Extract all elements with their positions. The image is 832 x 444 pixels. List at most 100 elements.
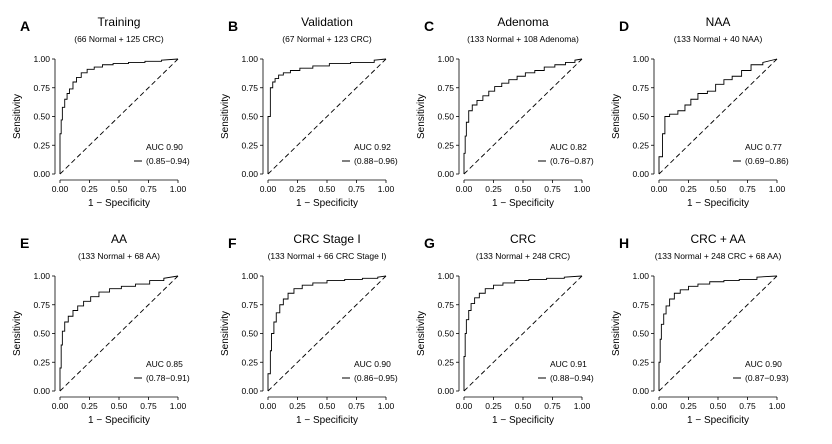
x-tick-label: 0.25 [485, 184, 502, 194]
x-tick-label: 0.50 [319, 401, 336, 411]
x-axis-label: 1 − Specificity [687, 198, 749, 209]
y-tick-label: 0.75 [632, 83, 649, 93]
x-tick-label: 0.00 [651, 401, 668, 411]
y-tick-label: 0.00 [33, 386, 50, 396]
roc-panel-g: G CRC (133 Normal + 248 CRC) 0.00 0.25 0.50 0.… [416, 232, 594, 426]
roc-panel-e: E AA (133 Normal + 68 AA) 0.00 0.25 0.50 0.75 1… [12, 232, 190, 426]
x-tick-label: 0.75 [739, 401, 756, 411]
y-tick-label: 0.00 [241, 386, 258, 396]
panel-subtitle: (133 Normal + 40 NAA) [674, 34, 763, 44]
y-tick-label: 0.50 [241, 329, 258, 339]
y-tick-label: 0.50 [632, 112, 649, 122]
auc-ci-label: (0.86−0.95) [354, 373, 398, 383]
x-tick-label: 0.50 [710, 401, 727, 411]
x-axis-label: 1 − Specificity [296, 415, 358, 426]
auc-ci-label: (0.69−0.86) [745, 156, 789, 166]
y-tick-label: 0.75 [241, 83, 258, 93]
x-axis-label: 1 − Specificity [296, 198, 358, 209]
x-tick-label: 0.25 [289, 184, 306, 194]
x-axis-label: 1 − Specificity [88, 415, 150, 426]
panel-title: NAA [706, 15, 731, 29]
x-tick-label: 0.00 [260, 184, 277, 194]
y-tick-label: 1.00 [33, 54, 50, 64]
x-tick-label: 0.75 [544, 401, 561, 411]
x-tick-label: 0.50 [111, 401, 128, 411]
panel-letter: G [424, 235, 435, 251]
auc-label: AUC 0.82 [550, 142, 587, 152]
reference-diagonal-line [59, 58, 179, 175]
roc-panel-d: D NAA (133 Normal + 40 NAA) 0.00 0.25 0.50 0.7… [611, 15, 789, 209]
roc-panel-c: C Adenoma(133 Normal + 108 Adenoma)0.000.… [416, 15, 594, 209]
y-tick-label: 0.25 [33, 357, 50, 367]
x-tick-label: 1.00 [574, 401, 591, 411]
x-tick-label: 0.00 [456, 184, 473, 194]
x-tick-label: 0.25 [81, 401, 98, 411]
y-tick-label: 0.00 [437, 386, 454, 396]
panel-letter: B [228, 18, 238, 34]
y-tick-label: 0.00 [241, 169, 258, 179]
x-tick-label: 0.75 [544, 184, 561, 194]
panel-subtitle: (66 Normal + 125 CRC) [74, 34, 164, 44]
x-tick-label: 0.25 [680, 401, 697, 411]
y-tick-label: 0.00 [437, 169, 454, 179]
panel-letter: F [228, 235, 237, 251]
roc-curve [463, 275, 583, 391]
panel-title: Validation [301, 15, 353, 29]
x-axis-label: 1 − Specificity [492, 198, 554, 209]
x-tick-label: 0.75 [739, 184, 756, 194]
x-tick-label: 1.00 [170, 401, 187, 411]
y-tick-label: 0.50 [632, 329, 649, 339]
y-tick-label: 0.50 [33, 112, 50, 122]
y-tick-label: 0.00 [632, 169, 649, 179]
roc-curve [59, 58, 179, 174]
panel-title: CRC + AA [690, 232, 745, 246]
x-tick-label: 0.75 [348, 401, 365, 411]
y-tick-label: 0.50 [33, 329, 50, 339]
roc-curve [267, 275, 387, 391]
x-tick-label: 0.00 [260, 401, 277, 411]
panel-subtitle: (133 Normal + 68 AA) [78, 251, 160, 261]
y-axis-label: Sensitivity [611, 94, 622, 139]
y-tick-label: 0.75 [437, 83, 454, 93]
roc-panel-b: B Validation (67 Normal + 123 CRC) 0.00 0.25… [220, 15, 398, 209]
auc-ci-label: (0.88−0.96) [354, 156, 398, 166]
x-tick-label: 0.50 [515, 184, 532, 194]
x-tick-label: 0.00 [456, 401, 473, 411]
panel-subtitle: (133 Normal + 248 CRC) [476, 251, 570, 261]
y-tick-label: 1.00 [437, 54, 454, 64]
y-tick-label: 0.50 [437, 329, 454, 339]
x-tick-label: 1.00 [170, 184, 187, 194]
x-tick-label: 0.25 [680, 184, 697, 194]
y-axis-label: Sensitivity [220, 311, 231, 356]
y-tick-label: 0.75 [33, 83, 50, 93]
panel-subtitle: (133 Normal + 108 Adenoma) [467, 34, 579, 44]
reference-diagonal-line [658, 275, 778, 392]
x-tick-label: 1.00 [769, 401, 786, 411]
x-axis-label: 1 − Specificity [687, 415, 749, 426]
y-tick-label: 0.25 [632, 357, 649, 367]
roc-curve [59, 275, 179, 391]
y-tick-label: 1.00 [632, 271, 649, 281]
reference-diagonal-line [59, 275, 179, 392]
reference-diagonal-line [658, 58, 778, 175]
panel-title: AA [111, 232, 127, 246]
x-tick-label: 0.00 [52, 401, 69, 411]
roc-panel-h: H CRC + AA (133 Normal + 248 CRC + 68 AA) 0… [611, 232, 789, 426]
auc-ci-label: (0.78−0.91) [146, 373, 190, 383]
y-tick-label: 0.50 [241, 112, 258, 122]
auc-ci-label: (0.88−0.94) [550, 373, 594, 383]
y-tick-label: 1.00 [241, 54, 258, 64]
y-tick-label: 0.25 [33, 140, 50, 150]
x-axis-label: 1 − Specificity [492, 415, 554, 426]
y-tick-label: 0.75 [437, 300, 454, 310]
y-tick-label: 1.00 [33, 271, 50, 281]
y-tick-label: 0.25 [241, 140, 258, 150]
x-tick-label: 0.25 [485, 401, 502, 411]
y-axis-label: Sensitivity [12, 94, 23, 139]
x-tick-label: 0.50 [111, 184, 128, 194]
panel-letter: H [619, 235, 629, 251]
auc-label: AUC 0.91 [550, 359, 587, 369]
x-tick-label: 0.75 [348, 184, 365, 194]
x-tick-label: 1.00 [574, 184, 591, 194]
